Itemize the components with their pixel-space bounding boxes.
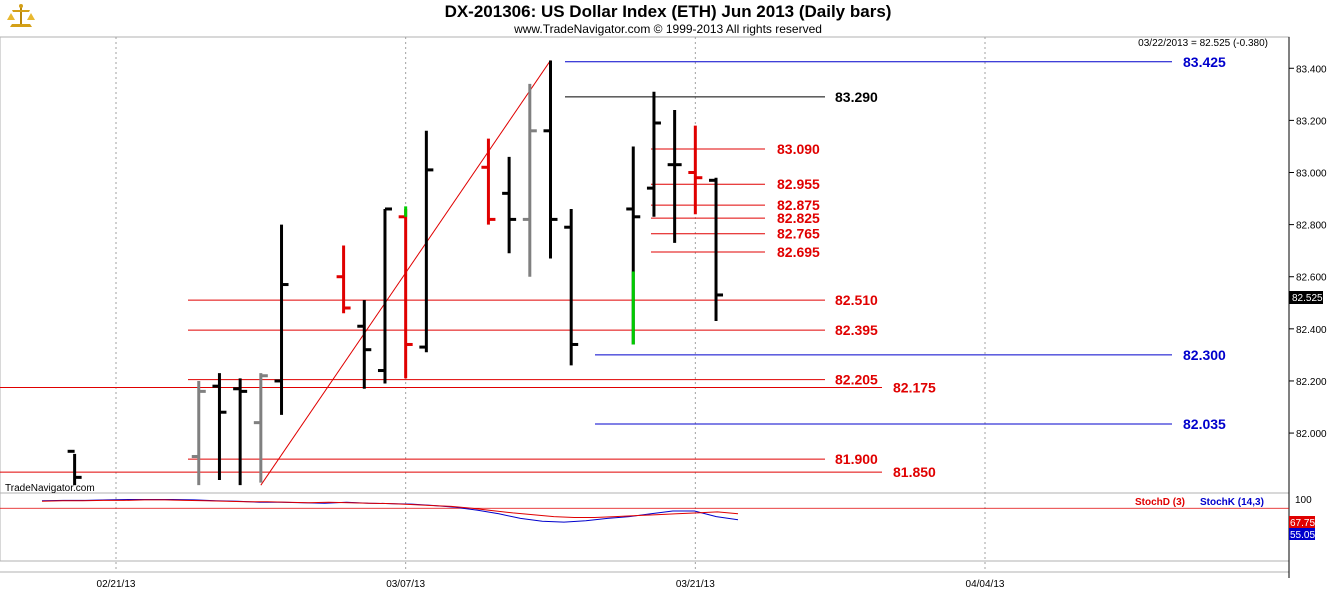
ohlc-bar xyxy=(502,156,517,254)
ohlc-bar xyxy=(253,373,268,483)
x-tick-label: 03/07/13 xyxy=(386,579,425,590)
x-tick-label: 04/04/13 xyxy=(966,579,1005,590)
level-label: 82.765 xyxy=(777,226,820,242)
level-label: 82.205 xyxy=(835,372,878,388)
level-labels: 83.425 83.290 83.090 82.955 82.87582.82582.7… xyxy=(777,54,1226,480)
price-pane xyxy=(0,36,1290,494)
level-label: 83.425 xyxy=(1183,54,1226,70)
ohlc-bar xyxy=(336,245,351,314)
y-tick-label: 82.200 xyxy=(1296,377,1327,388)
level-label: 82.955 xyxy=(777,176,820,192)
level-label: 82.300 xyxy=(1183,347,1226,363)
x-tick-label: 03/21/13 xyxy=(676,579,715,590)
level-label: 82.395 xyxy=(835,322,878,338)
ohlc-bar xyxy=(377,207,392,384)
ohlc-bar xyxy=(212,373,227,480)
chart-title: DX-201306: US Dollar Index (ETH) Jun 201… xyxy=(445,2,892,21)
y-tick-label: 82.600 xyxy=(1296,273,1327,284)
grid-lines xyxy=(115,37,986,572)
level-label: 82.695 xyxy=(777,244,820,260)
ohlc-bar xyxy=(564,208,579,366)
stoch-scale-100: 100 xyxy=(1295,495,1312,506)
ohlc-bar xyxy=(233,378,248,486)
level-label: 82.175 xyxy=(893,379,936,395)
stochk-line xyxy=(41,499,739,523)
price-bars xyxy=(67,60,724,486)
y-tick-label: 82.400 xyxy=(1296,325,1327,336)
last-quote: 03/22/2013 = 82.525 (-0.380) xyxy=(1138,38,1268,49)
level-label: 82.875 xyxy=(777,197,820,213)
stochk-value-label: 55.05 xyxy=(1290,530,1315,541)
level-label: 81.900 xyxy=(835,451,878,467)
logo-icon xyxy=(7,2,35,28)
y-tick-label: 83.200 xyxy=(1296,116,1327,127)
stochk-value-box xyxy=(1289,528,1315,540)
stochd-line xyxy=(41,499,739,518)
level-label: 83.090 xyxy=(777,141,820,157)
level-label: 82.035 xyxy=(1183,416,1226,432)
watermark: TradeNavigator.com xyxy=(5,483,95,494)
ohlc-bar xyxy=(67,449,82,486)
indicator-pane xyxy=(0,492,1290,562)
y-axis-ticks: 83.400 83.200 83.000 82.800 82.600 82.400 82.2… xyxy=(1289,64,1327,440)
level-label: 81.850 xyxy=(893,464,936,480)
ohlc-bar xyxy=(646,91,661,217)
y-tick-label: 83.000 xyxy=(1296,168,1327,179)
ohlc-bar xyxy=(191,380,206,486)
level-label: 82.510 xyxy=(835,292,878,308)
ohlc-bar xyxy=(543,60,558,259)
y-tick-label: 82.800 xyxy=(1296,221,1327,232)
y-tick-label: 83.400 xyxy=(1296,64,1327,75)
chart-subtitle: www.TradeNavigator.com © 1999-2013 All r… xyxy=(513,22,822,36)
ohlc-bar xyxy=(419,130,434,353)
x-tick-label: 02/21/13 xyxy=(97,579,136,590)
stochd-value-box xyxy=(1289,516,1315,528)
stochastic-lines xyxy=(0,499,1289,523)
level-label: 83.290 xyxy=(835,89,878,105)
ohlc-bar xyxy=(481,138,496,225)
level-label: 82.825 xyxy=(777,210,820,226)
stochd-label: StochD (3) xyxy=(1135,497,1185,508)
stochd-value-label: 67.75 xyxy=(1290,518,1315,529)
ohlc-bar xyxy=(688,125,703,215)
ohlc-bar xyxy=(667,109,682,243)
y-tick-label: 82.000 xyxy=(1296,429,1327,440)
ohlc-bar xyxy=(398,208,413,379)
ohlc-bar xyxy=(709,177,724,322)
ohlc-bar xyxy=(522,83,537,277)
stochk-label: StochK (14,3) xyxy=(1200,497,1264,508)
x-axis-ticks: 02/21/13 03/07/13 03/21/13 04/04/13 xyxy=(97,579,1005,590)
level-lines xyxy=(0,61,1172,473)
ohlc-bar xyxy=(357,300,372,389)
current-price-label: 82.525 xyxy=(1292,293,1323,304)
ohlc-bar xyxy=(274,224,289,415)
current-price-box xyxy=(1289,291,1323,304)
